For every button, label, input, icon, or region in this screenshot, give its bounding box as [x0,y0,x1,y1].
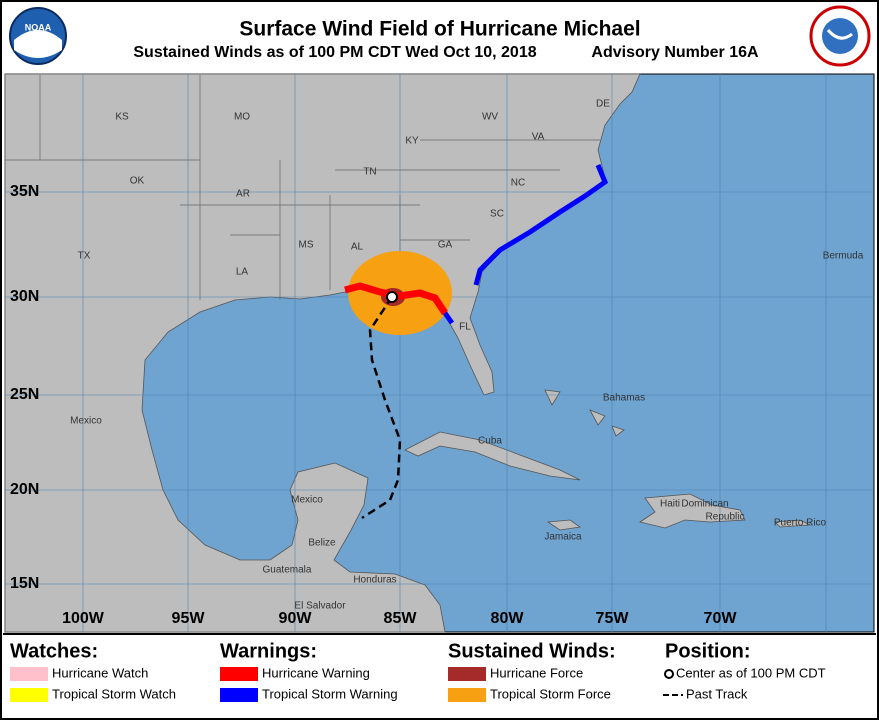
lat-label: 30N [10,288,39,305]
storm-center [386,291,398,303]
legend-swatch [10,667,48,681]
place-label: WV [482,112,498,123]
past-track [361,296,402,520]
place-label: MO [234,112,250,123]
place-label: AL [351,242,364,253]
place-label: MS [299,240,314,251]
map: 35N 30N 25N 20N 15N 100W 95W 90W 85W 80W 75W 70W KS M… [4,73,875,633]
lon-label: 100W [62,610,105,627]
legend-item: Hurricane Warning [262,665,370,680]
tropical-storm-warning [442,164,609,325]
noaa-logo: NOAA [9,7,67,65]
place-label: FL [459,322,471,333]
place-label: Haiti [660,499,680,510]
lat-label: 25N [10,386,39,403]
legend-item: Past Track [686,686,748,701]
place-label: Jamaica [544,532,582,543]
lon-label: 75W [596,610,630,627]
legend-swatch [220,667,258,681]
hurricane-warning [344,282,448,315]
place-label: TN [363,167,376,178]
advisory: Advisory Number 16A [591,44,759,61]
place-label: GA [438,240,453,251]
place-label: Bermuda [823,251,864,262]
legend-title: Warnings: [220,640,317,662]
legend-item: Tropical Storm Force [490,686,611,701]
legend-item: Hurricane Force [490,665,583,680]
subtitle: Sustained Winds as of 100 PM CDT Wed Oct… [133,44,536,61]
legend-item: Hurricane Watch [52,665,148,680]
place-label: NC [511,178,525,189]
lon-label: 80W [491,610,525,627]
nws-logo [809,5,871,67]
legend-item: Tropical Storm Warning [262,686,398,701]
legend-item: Tropical Storm Watch [52,686,176,701]
place-label: OK [130,176,145,187]
legend-title: Position: [665,640,751,662]
lon-label: 70W [704,610,738,627]
place-label: KS [115,112,129,123]
place-label: KY [405,136,419,147]
legend-title: Watches: [10,640,98,662]
lon-label: 90W [279,610,313,627]
place-label: Republic [706,512,745,523]
svg-text:NOAA: NOAA [25,22,52,32]
place-label: TX [78,251,91,262]
legend-swatch [220,688,258,702]
legend-title: Sustained Winds: [448,640,616,662]
place-label: Guatemala [263,565,312,576]
place-label: Honduras [353,575,396,586]
place-label: SC [490,209,504,220]
title: Surface Wind Field of Hurricane Michael [239,18,640,41]
lon-label: 85W [384,610,418,627]
place-label: DE [596,99,610,110]
place-label: VA [532,132,545,143]
place-label: El Salvador [294,601,346,612]
place-label: Bahamas [603,393,645,404]
lat-label: 35N [10,183,39,200]
place-label: Cuba [478,436,502,447]
lat-label: 15N [10,575,39,592]
lat-label: 20N [10,481,39,498]
lon-label: 95W [172,610,206,627]
place-label: AR [236,189,250,200]
legend-center [664,669,674,679]
place-label: Puerto Rico [774,518,827,529]
legend-swatch [448,667,486,681]
legend-swatch [10,688,48,702]
place-label: Belize [308,538,336,549]
place-label: Dominican [681,499,728,510]
place-label: LA [236,267,249,278]
place-label: Mexico [291,495,323,506]
place-label: Mexico [70,416,102,427]
legend-swatch [448,688,486,702]
legend-item: Center as of 100 PM CDT [676,665,826,680]
